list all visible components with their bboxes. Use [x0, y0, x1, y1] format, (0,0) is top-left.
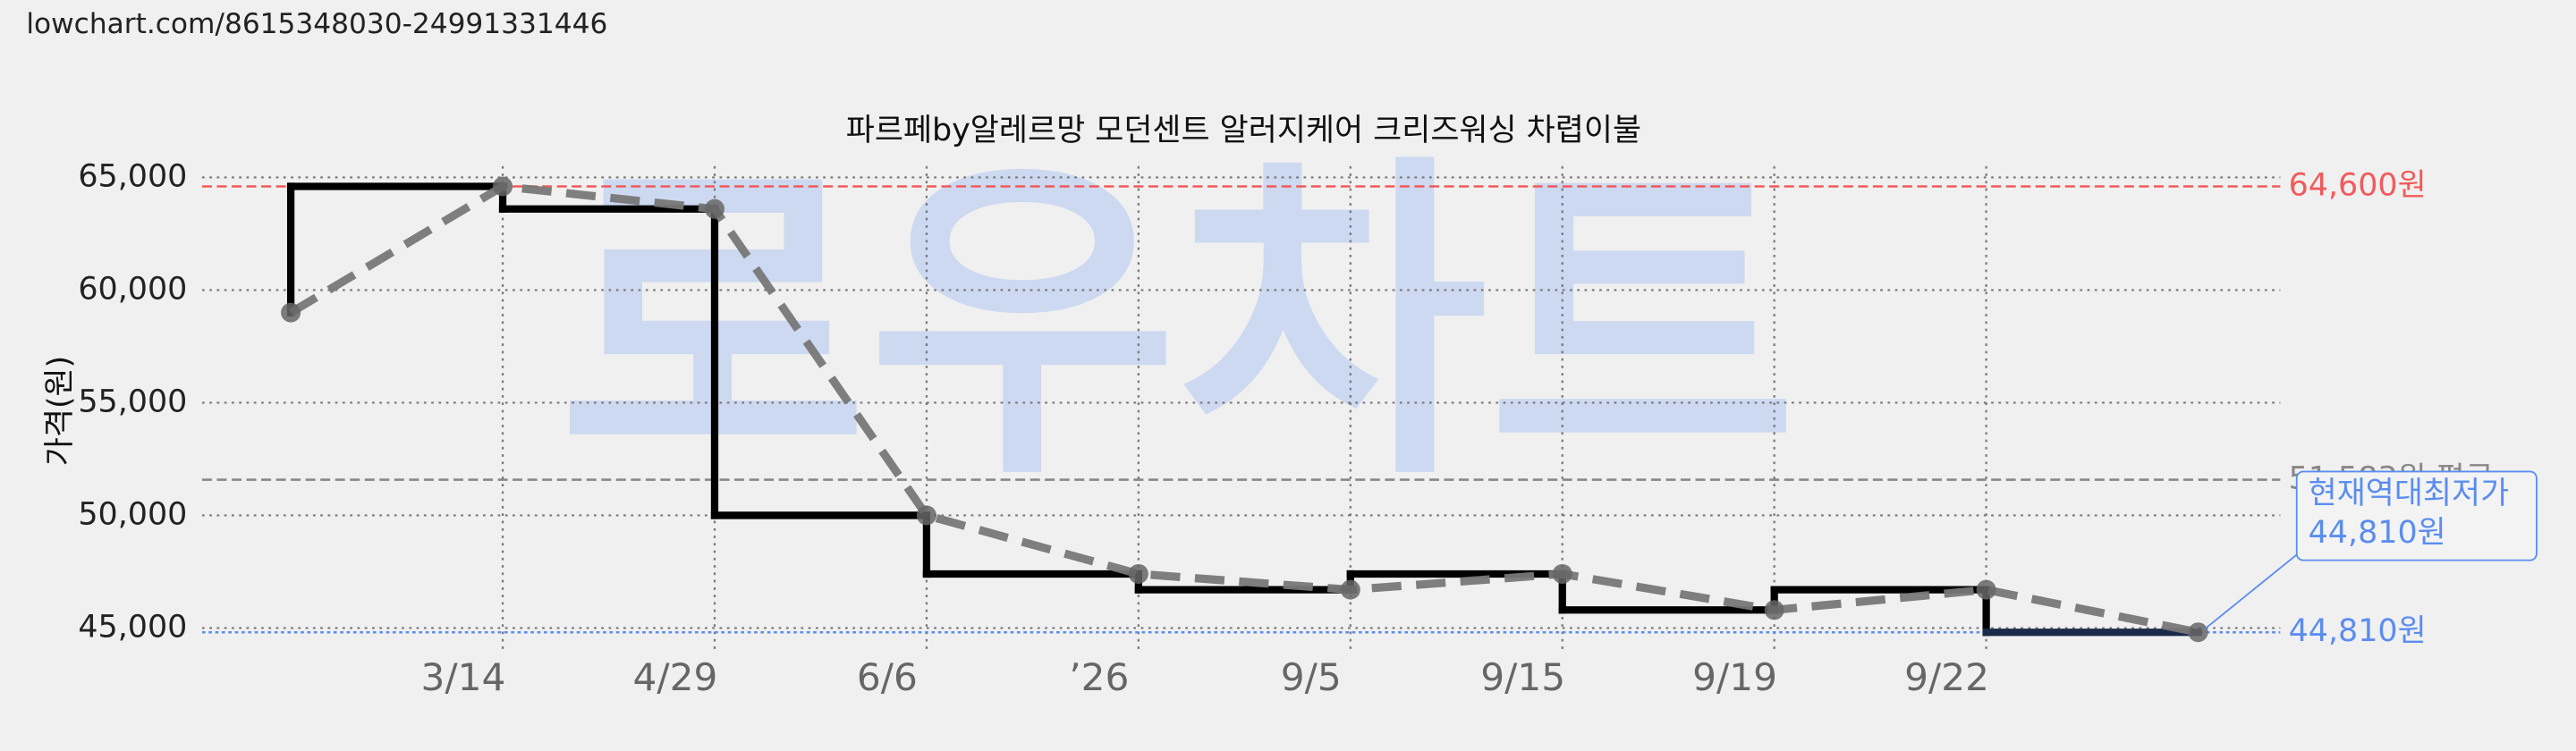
x-tick-label: 9/5	[1281, 655, 1342, 699]
data-point	[1340, 579, 1360, 600]
x-tick-label: ’26	[1069, 655, 1129, 699]
reference-label: 44,810원	[2289, 613, 2427, 649]
annotation-box	[2295, 470, 2538, 561]
page-url: lowchart.com/8615348030-24991331446	[26, 8, 607, 40]
x-tick-label: 9/19	[1692, 655, 1777, 699]
annotation-text: 현재역대최저가	[2309, 476, 2510, 511]
data-point	[1764, 600, 1784, 620]
y-tick-label: 65,000	[78, 158, 187, 194]
y-tick-label: 50,000	[78, 496, 187, 532]
reference-label: 64,600원	[2289, 167, 2427, 203]
x-tick-label: 6/6	[857, 655, 918, 699]
data-point	[1128, 563, 1148, 584]
x-tick-label: 9/22	[1904, 655, 1989, 699]
data-point	[493, 176, 513, 197]
data-point	[1976, 579, 1996, 600]
x-tick-label: 4/29	[632, 655, 717, 699]
data-point	[2188, 622, 2208, 643]
watermark: 로우차트	[558, 128, 1798, 520]
y-tick-label: 60,000	[78, 271, 187, 307]
data-point	[1552, 563, 1572, 584]
x-tick-label: 9/15	[1480, 655, 1565, 699]
y-tick-label: 55,000	[78, 384, 187, 419]
data-point	[281, 302, 301, 323]
annotation-text: 44,810원	[2309, 515, 2446, 551]
data-point	[916, 505, 936, 526]
trend-line	[288, 181, 2199, 637]
y-tick-label: 45,000	[78, 609, 187, 645]
x-tick-label: 3/14	[421, 655, 506, 699]
y-axis-label: 가격(원)	[42, 356, 78, 466]
annotation-arrow	[2204, 551, 2301, 630]
chart-title: 파르페by알레르망 모던센트 알러지케어 크리즈워싱 차렵이불	[846, 113, 1641, 148]
data-point	[704, 198, 724, 219]
